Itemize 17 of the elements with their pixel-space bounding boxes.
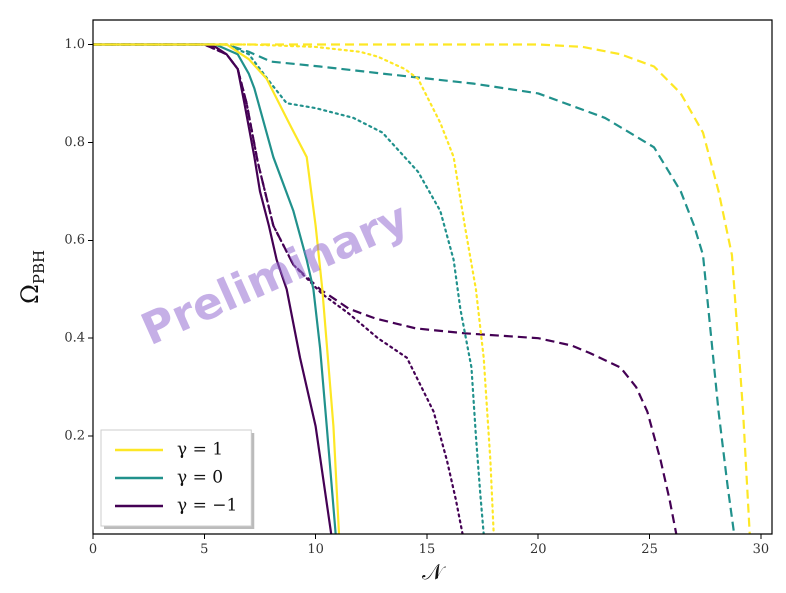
y-tick-label: 0.8: [64, 134, 85, 150]
x-tick-label: 0: [88, 542, 98, 558]
x-tick-label: 30: [752, 542, 770, 558]
y-tick-label: 0.4: [64, 330, 85, 346]
y-tick-label: 1.0: [64, 36, 85, 52]
x-tick-label: 20: [530, 542, 547, 558]
x-tick-label: 25: [641, 542, 658, 558]
x-tick-label: 5: [200, 542, 208, 558]
x-tick-label: 10: [307, 542, 324, 558]
legend-label: γ = 0: [177, 467, 224, 488]
y-tick-label: 0.2: [64, 428, 85, 444]
y-tick-label: 0.6: [64, 232, 85, 248]
x-tick-label: 15: [418, 542, 436, 558]
y-axis-title: ΩPBH: [16, 250, 48, 304]
x-axis-title: 𝒩: [422, 560, 446, 586]
legend-label: γ = −1: [177, 495, 238, 516]
legend-label: γ = 1: [177, 439, 224, 460]
